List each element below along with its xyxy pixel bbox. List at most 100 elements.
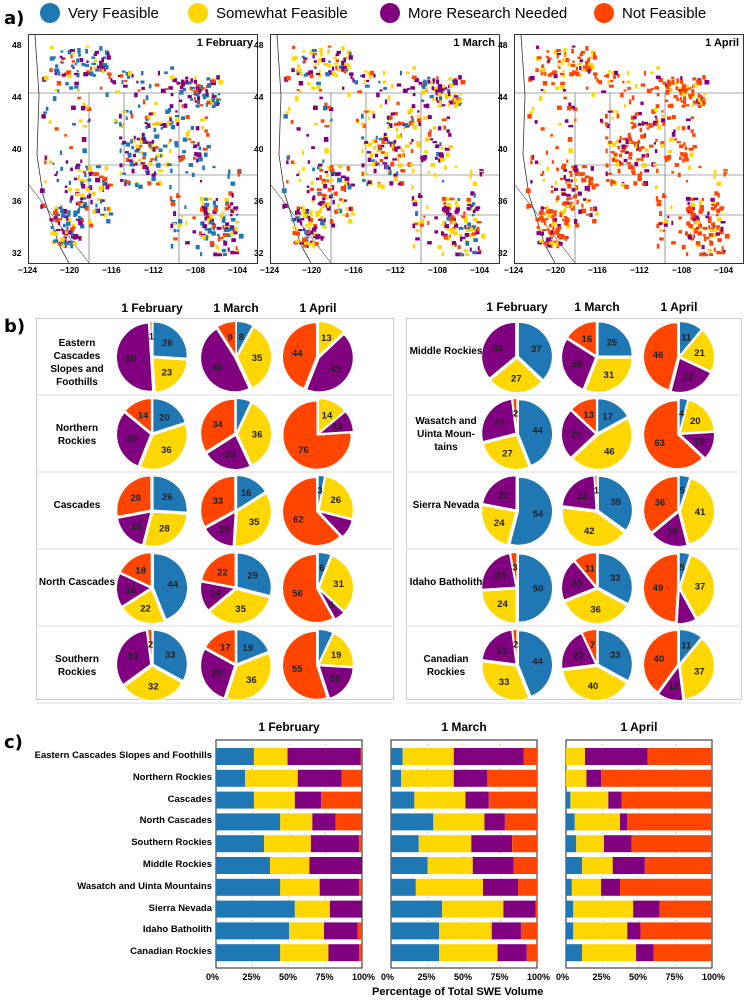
- map-pixel: [681, 92, 686, 97]
- pie-value-label: 63: [654, 438, 665, 449]
- map-pixel: [377, 162, 380, 166]
- map-pixel: [631, 125, 634, 129]
- map-pixel: [553, 240, 558, 243]
- map-pixel: [308, 214, 313, 217]
- map-pixel: [373, 168, 377, 174]
- map-pixel: [175, 114, 180, 118]
- map-pixel: [315, 210, 320, 213]
- bar-segment: [415, 878, 483, 896]
- map-pixel: [198, 231, 202, 236]
- legend-item: Not Feasible: [594, 2, 706, 24]
- map-pixel: [551, 242, 556, 246]
- map-pixel: [77, 169, 82, 172]
- map-pixel: [656, 202, 662, 207]
- map-pixel: [667, 79, 671, 83]
- map-pixel: [531, 106, 535, 111]
- map-pixel: [70, 167, 73, 172]
- map-pixel: [231, 238, 236, 243]
- map-pixel: [107, 52, 110, 56]
- map-pixel: [121, 70, 126, 73]
- category-label: Cascades: [167, 793, 212, 805]
- map-pixel: [690, 216, 696, 221]
- map-pixel: [124, 181, 127, 187]
- map-pixel: [465, 253, 470, 257]
- bar-segment: [391, 900, 443, 918]
- map-pixel: [205, 91, 209, 97]
- map-pixel: [316, 81, 321, 86]
- map-pixel: [568, 124, 574, 128]
- map-pixel: [471, 225, 477, 231]
- map-pixel: [566, 159, 569, 163]
- map-pixel: [538, 210, 542, 215]
- bar-segment: [341, 769, 362, 787]
- pie-value-label: 14: [138, 410, 149, 421]
- map-pixel: [427, 131, 432, 137]
- map-pixel: [317, 192, 323, 196]
- map-pixel: [84, 203, 88, 208]
- map-pixel: [225, 222, 230, 227]
- map-pixel: [195, 86, 200, 92]
- map-pixel: [475, 206, 481, 210]
- bar-segment: [401, 769, 454, 787]
- pie-slice: [317, 510, 353, 538]
- map-pixel: [610, 179, 614, 184]
- map-pixel: [78, 219, 81, 223]
- map-pixel: [662, 122, 666, 126]
- map-pixel: [87, 178, 92, 182]
- pie-slice: [597, 629, 633, 682]
- map-pixel: [305, 241, 310, 244]
- map-pixel: [291, 68, 295, 73]
- map-pixel: [605, 148, 608, 154]
- map-pixel: [185, 131, 190, 137]
- map-drawing: [29, 35, 257, 263]
- map-pixel: [472, 250, 477, 255]
- map-pixel: [443, 210, 449, 214]
- map-pixel: [175, 110, 178, 113]
- map-pixel: [697, 104, 702, 109]
- bar-segment: [335, 813, 362, 831]
- map-pixel: [197, 100, 201, 105]
- map-pixel: [390, 84, 394, 89]
- map-pixel: [606, 74, 610, 78]
- map-pixel: [563, 96, 567, 100]
- map-pixel: [80, 224, 85, 229]
- map-pixel: [319, 175, 322, 180]
- pie-value-label: 13: [694, 437, 705, 448]
- map-pixel: [397, 182, 402, 186]
- pie-value-label: 46: [604, 447, 615, 458]
- map-pixel: [690, 236, 695, 241]
- map-pixel: [212, 200, 217, 206]
- map-pixel: [93, 59, 98, 63]
- map-pixel: [641, 156, 644, 162]
- pie-slice: [282, 477, 341, 546]
- pie-slice: [597, 321, 633, 357]
- pie-slice: [679, 431, 715, 459]
- map-pixel: [311, 197, 315, 201]
- map-pixel: [199, 118, 205, 122]
- map-pixel: [618, 153, 623, 158]
- map-pixel: [318, 70, 321, 73]
- map-pixel: [230, 218, 236, 222]
- map-pixel: [319, 169, 324, 172]
- map-pixel: [86, 60, 89, 64]
- map-pixel: [552, 214, 557, 217]
- map-pixel: [417, 110, 420, 113]
- map-pixel: [319, 207, 323, 212]
- bar-segment: [608, 791, 622, 809]
- bar-segment: [442, 900, 504, 918]
- map-pixel: [565, 216, 569, 220]
- map-pixel: [344, 56, 348, 60]
- bar-segment: [391, 878, 416, 896]
- map-pixel: [153, 171, 157, 176]
- map-pixel: [376, 183, 381, 188]
- pie-value-label: 50: [533, 584, 544, 595]
- map-pixel: [412, 202, 418, 207]
- map-pixel: [446, 116, 450, 119]
- map-pixel: [59, 150, 62, 155]
- map-pixel: [559, 212, 563, 218]
- map-pixel: [196, 152, 202, 158]
- map-pixel: [671, 82, 675, 85]
- map-pixel: [412, 120, 416, 124]
- map-pixel: [690, 129, 694, 133]
- map-pixel: [134, 149, 140, 153]
